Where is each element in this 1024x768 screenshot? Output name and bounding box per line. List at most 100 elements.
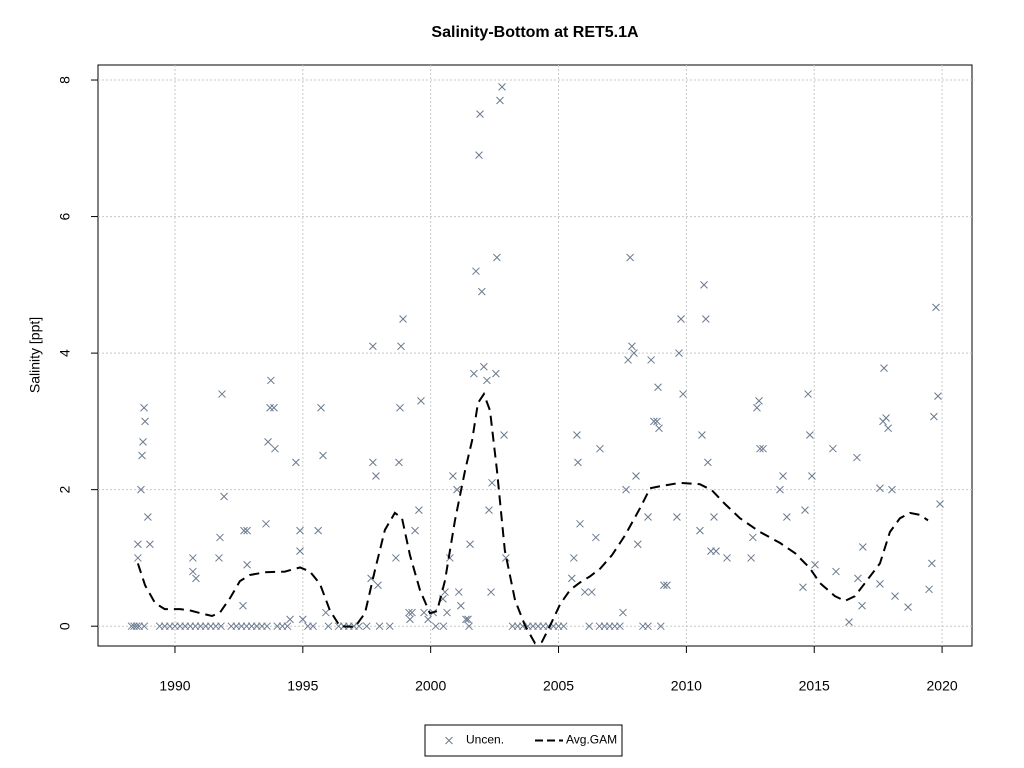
data-point: [449, 472, 457, 480]
data-point: [622, 485, 630, 494]
data-point: [411, 526, 419, 535]
data-point: [783, 513, 791, 521]
data-point: [755, 397, 763, 405]
data-point: [264, 438, 272, 446]
data-point: [464, 615, 472, 624]
x-tick-label: 1995: [287, 678, 318, 694]
data-point: [362, 622, 371, 631]
data-point: [630, 349, 638, 357]
data-point: [292, 458, 300, 467]
data-point: [406, 615, 414, 624]
x-tick-label: 2015: [799, 678, 830, 694]
data-point: [500, 431, 508, 439]
data-point: [799, 583, 807, 592]
y-tick-label: 0: [57, 622, 73, 630]
data-point: [854, 574, 862, 583]
data-point: [696, 526, 704, 535]
data-point: [663, 581, 671, 590]
data-point: [759, 444, 767, 453]
data-point: [496, 96, 504, 105]
data-point: [753, 403, 761, 412]
data-point: [480, 362, 488, 371]
data-point: [655, 424, 663, 433]
data-point: [470, 369, 478, 378]
data-point: [876, 580, 884, 588]
data-point: [656, 622, 665, 631]
data-point: [296, 547, 304, 555]
data-point: [832, 567, 840, 576]
data-point: [456, 601, 465, 610]
data-point: [806, 431, 814, 439]
x-tick-label: 1990: [159, 678, 190, 694]
data-point: [395, 458, 403, 467]
data-point: [749, 533, 757, 542]
data-point: [369, 458, 377, 467]
data-point: [570, 554, 578, 562]
trend-line: [136, 391, 929, 645]
data-point: [596, 444, 604, 453]
data-point: [884, 424, 892, 433]
plot-frame: [97, 64, 973, 647]
data-point: [283, 622, 292, 631]
data-point: [756, 444, 764, 453]
data-point: [811, 560, 819, 569]
data-point: [677, 315, 685, 323]
data-point: [492, 369, 500, 378]
data-point: [654, 383, 662, 392]
data-point: [477, 287, 486, 296]
x-tick-label: 2005: [543, 678, 574, 694]
data-point: [932, 303, 940, 312]
data-point: [747, 554, 755, 562]
data-point: [700, 280, 708, 289]
x-tick-label: 2020: [927, 678, 958, 694]
data-point: [417, 397, 425, 405]
data-point: [263, 622, 271, 631]
data-point: [660, 581, 668, 590]
data-point: [891, 592, 899, 601]
data-point: [485, 506, 493, 514]
data-point: [779, 472, 787, 480]
data-point: [619, 608, 627, 617]
data-point: [930, 412, 938, 421]
data-point: [266, 403, 274, 412]
data-point: [628, 342, 636, 351]
y-axis-label: Salinity [ppt]: [27, 317, 43, 393]
data-point: [443, 608, 451, 617]
data-point: [633, 540, 642, 549]
data-point: [144, 513, 152, 521]
data-point: [882, 414, 890, 422]
data-point: [239, 601, 247, 610]
chart-title: Salinity-Bottom at RET5.1A: [431, 24, 639, 41]
data-point: [454, 588, 463, 596]
data-point: [399, 315, 407, 323]
data-point: [298, 615, 307, 624]
data-point: [243, 526, 251, 535]
data-point: [189, 567, 197, 576]
data-point: [243, 560, 251, 569]
data-point: [644, 513, 652, 521]
data-point: [408, 608, 416, 617]
data-point: [375, 622, 384, 631]
data-point: [616, 622, 624, 631]
data-point: [466, 540, 474, 549]
data-point: [309, 622, 317, 631]
legend-symbol: [445, 736, 453, 745]
data-point: [808, 472, 816, 480]
data-point: [876, 484, 884, 493]
data-point: [475, 151, 483, 159]
data-point: [574, 458, 582, 467]
data-point: [189, 554, 197, 562]
data-point: [217, 622, 225, 631]
data-point: [424, 615, 432, 624]
data-point: [801, 506, 809, 514]
data-point: [904, 603, 912, 611]
data-point: [632, 472, 640, 480]
x-tick-label: 2010: [671, 678, 702, 694]
data-point: [501, 554, 510, 562]
legend-label: Uncen.: [466, 733, 504, 747]
data-point: [592, 533, 600, 542]
data-point: [573, 431, 581, 439]
data-point: [137, 485, 145, 494]
data-point: [576, 519, 584, 528]
